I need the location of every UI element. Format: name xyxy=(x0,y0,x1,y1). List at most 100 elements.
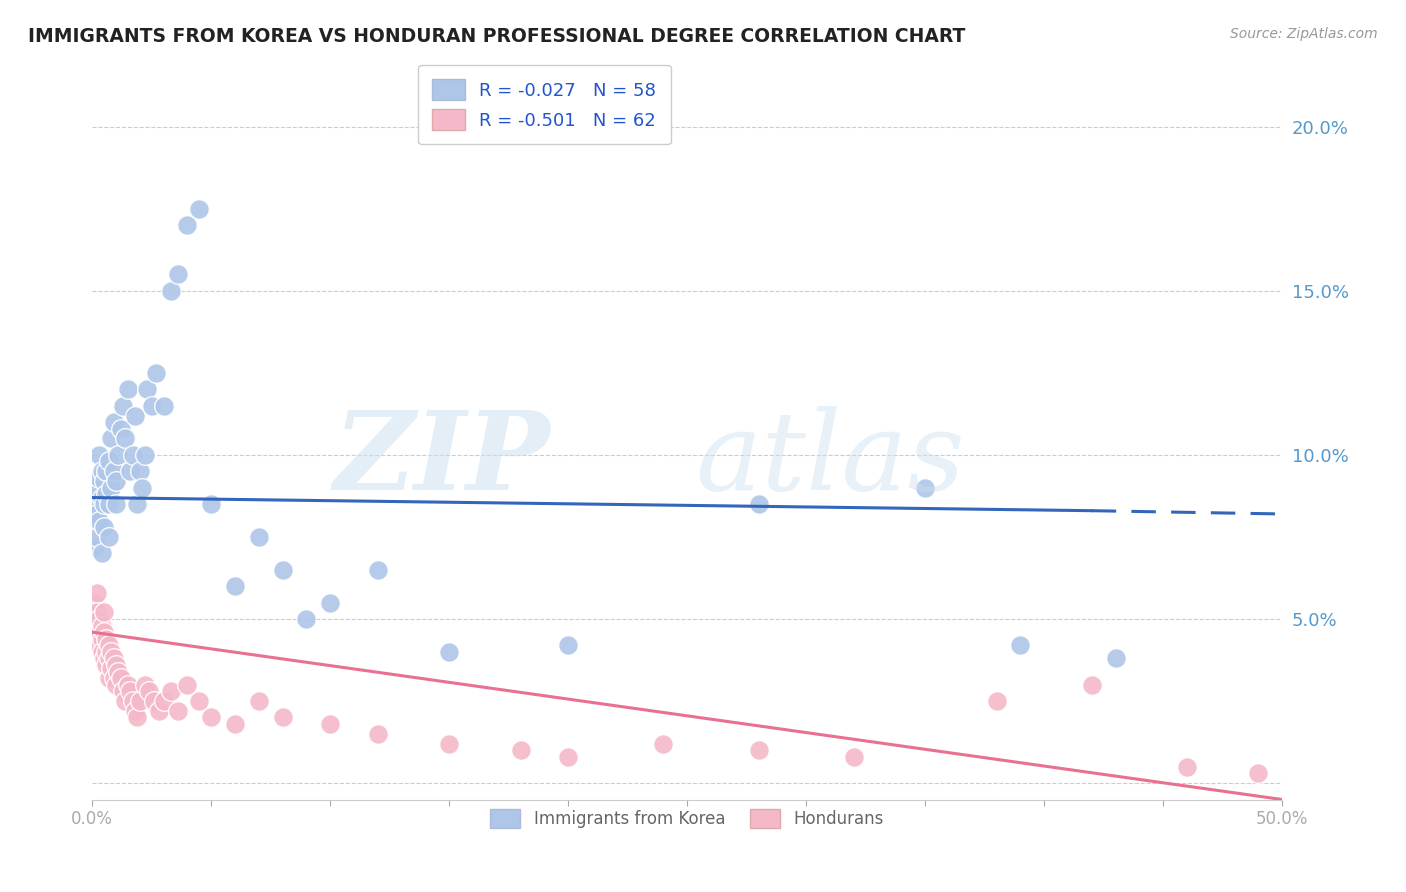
Point xyxy=(128,464,150,478)
Point xyxy=(188,694,211,708)
Point xyxy=(93,651,115,665)
Point xyxy=(176,678,198,692)
Point xyxy=(103,415,125,429)
Point xyxy=(120,684,142,698)
Point xyxy=(90,632,112,646)
Point xyxy=(89,612,111,626)
Point xyxy=(93,497,115,511)
Point xyxy=(100,481,122,495)
Point xyxy=(1010,638,1032,652)
Point xyxy=(97,454,120,468)
Point xyxy=(121,694,143,708)
Point xyxy=(247,530,270,544)
Point xyxy=(97,497,120,511)
Point xyxy=(90,491,112,505)
Point xyxy=(93,625,115,640)
Point xyxy=(200,497,222,511)
Point xyxy=(131,481,153,495)
Point xyxy=(127,710,149,724)
Point xyxy=(114,694,136,708)
Point xyxy=(271,563,294,577)
Point xyxy=(295,612,318,626)
Point xyxy=(104,678,127,692)
Point xyxy=(89,514,111,528)
Point xyxy=(224,579,246,593)
Point xyxy=(100,645,122,659)
Point xyxy=(112,399,135,413)
Point xyxy=(152,694,174,708)
Point xyxy=(121,448,143,462)
Point xyxy=(89,625,111,640)
Point xyxy=(117,382,139,396)
Point xyxy=(89,448,111,462)
Point xyxy=(107,448,129,462)
Point xyxy=(100,432,122,446)
Point xyxy=(96,464,118,478)
Point xyxy=(127,497,149,511)
Point xyxy=(86,507,108,521)
Point xyxy=(914,481,936,495)
Point xyxy=(90,464,112,478)
Point xyxy=(83,497,105,511)
Text: Source: ZipAtlas.com: Source: ZipAtlas.com xyxy=(1230,27,1378,41)
Point xyxy=(103,651,125,665)
Point xyxy=(224,717,246,731)
Point xyxy=(1175,760,1198,774)
Point xyxy=(652,737,675,751)
Point xyxy=(93,474,115,488)
Point xyxy=(141,399,163,413)
Point xyxy=(104,497,127,511)
Point xyxy=(367,727,389,741)
Point xyxy=(93,606,115,620)
Point xyxy=(89,471,111,485)
Point xyxy=(1080,678,1102,692)
Point xyxy=(86,586,108,600)
Point xyxy=(367,563,389,577)
Point xyxy=(86,530,108,544)
Point xyxy=(104,657,127,672)
Point xyxy=(128,694,150,708)
Point xyxy=(143,694,166,708)
Point xyxy=(103,464,125,478)
Point xyxy=(166,704,188,718)
Point xyxy=(90,618,112,632)
Point xyxy=(135,382,157,396)
Point xyxy=(271,710,294,724)
Point xyxy=(96,645,118,659)
Point xyxy=(188,202,211,216)
Point xyxy=(437,737,460,751)
Point xyxy=(134,448,156,462)
Point xyxy=(200,710,222,724)
Point xyxy=(124,704,146,718)
Point xyxy=(86,481,108,495)
Y-axis label: Professional Degree: Professional Degree xyxy=(0,356,8,522)
Point xyxy=(104,474,127,488)
Point xyxy=(93,520,115,534)
Point xyxy=(509,743,531,757)
Point xyxy=(747,743,769,757)
Point xyxy=(97,651,120,665)
Point xyxy=(1247,766,1270,780)
Point xyxy=(107,665,129,679)
Point xyxy=(1104,651,1126,665)
Point xyxy=(83,618,105,632)
Point xyxy=(437,645,460,659)
Point xyxy=(247,694,270,708)
Point xyxy=(97,638,120,652)
Point xyxy=(110,422,132,436)
Point xyxy=(159,284,181,298)
Point xyxy=(842,749,865,764)
Text: IMMIGRANTS FROM KOREA VS HONDURAN PROFESSIONAL DEGREE CORRELATION CHART: IMMIGRANTS FROM KOREA VS HONDURAN PROFES… xyxy=(28,27,966,45)
Point xyxy=(148,704,170,718)
Point xyxy=(83,596,105,610)
Legend: Immigrants from Korea, Hondurans: Immigrants from Korea, Hondurans xyxy=(484,802,890,835)
Point xyxy=(90,546,112,560)
Point xyxy=(124,409,146,423)
Point xyxy=(986,694,1008,708)
Point xyxy=(120,464,142,478)
Point xyxy=(138,684,160,698)
Point xyxy=(86,628,108,642)
Point xyxy=(96,657,118,672)
Point xyxy=(110,671,132,685)
Point xyxy=(96,632,118,646)
